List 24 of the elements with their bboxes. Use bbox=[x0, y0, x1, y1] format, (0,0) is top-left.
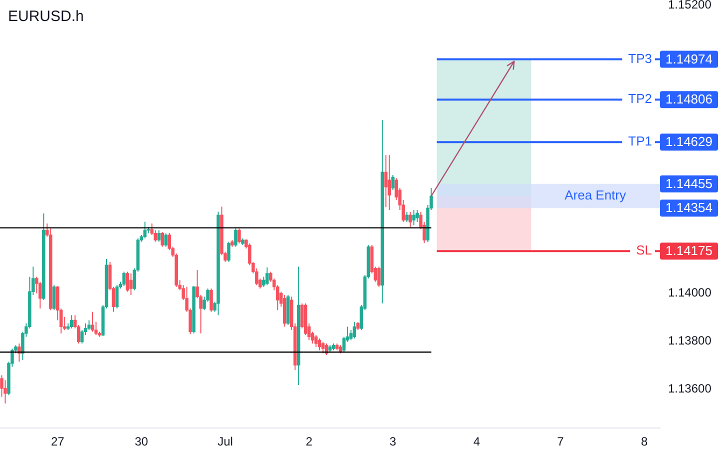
y-tick-label: 1.13800 bbox=[668, 333, 712, 348]
x-tick-label: 30 bbox=[134, 434, 148, 449]
text: 1.14175 bbox=[666, 243, 712, 258]
text: 1.14455 bbox=[666, 176, 712, 191]
ref-line-label: TP3 bbox=[628, 50, 652, 66]
ref-line-label: SL bbox=[636, 242, 652, 258]
text: 1.14629 bbox=[666, 134, 712, 150]
x-tick-label: 2 bbox=[306, 434, 313, 449]
x-tick-label: Jul bbox=[218, 434, 233, 449]
y-tick-label: 1.13600 bbox=[668, 381, 712, 396]
x-tick-label: 8 bbox=[640, 434, 648, 449]
y-tick-label: 1.15200 bbox=[668, 0, 712, 12]
text: 1.14806 bbox=[666, 92, 712, 107]
text: EURUSD.h bbox=[8, 8, 84, 26]
x-tick-label: 4 bbox=[473, 434, 480, 449]
ref-line-label: TP2 bbox=[628, 91, 652, 106]
x-tick-label: 7 bbox=[557, 434, 564, 449]
ref-line-label: TP1 bbox=[628, 134, 652, 149]
text: 1.14354 bbox=[666, 200, 712, 216]
x-tick-label: 27 bbox=[50, 434, 65, 449]
band-label: Area Entry bbox=[564, 188, 626, 203]
text: 1.14974 bbox=[666, 51, 712, 66]
x-tick-label: 3 bbox=[390, 434, 397, 449]
y-tick-label: 1.14000 bbox=[668, 285, 712, 300]
